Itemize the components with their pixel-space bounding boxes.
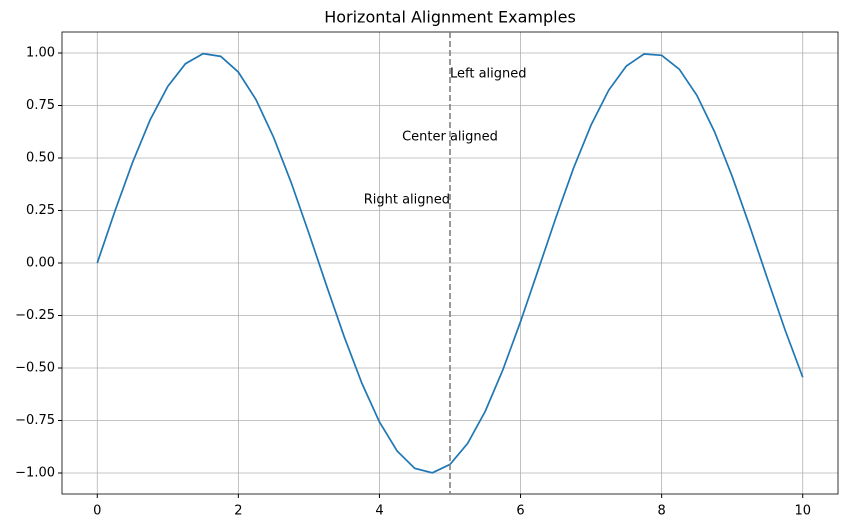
y-tick-label: −0.25 xyxy=(15,308,55,323)
y-tick-label: −0.75 xyxy=(15,413,55,428)
x-tick-label: 8 xyxy=(657,504,665,519)
annotation: Right aligned xyxy=(364,193,450,208)
x-tick-label: 4 xyxy=(375,504,383,519)
y-tick-label: −0.50 xyxy=(15,361,55,376)
y-tick-label: 1.00 xyxy=(26,46,55,61)
y-tick-label: 0.00 xyxy=(26,256,55,271)
x-tick-label: 2 xyxy=(234,504,242,519)
y-tick-label: 0.25 xyxy=(26,203,55,218)
y-tick-label: 0.50 xyxy=(26,151,55,166)
y-tick-label: 0.75 xyxy=(26,98,55,113)
y-tick-label: −1.00 xyxy=(15,466,55,481)
annotation: Center aligned xyxy=(402,130,498,145)
annotation: Left aligned xyxy=(450,67,527,82)
x-tick-label: 6 xyxy=(516,504,524,519)
chart-title: Horizontal Alignment Examples xyxy=(324,8,576,27)
x-tick-label: 10 xyxy=(794,504,811,519)
x-tick-label: 0 xyxy=(93,504,101,519)
